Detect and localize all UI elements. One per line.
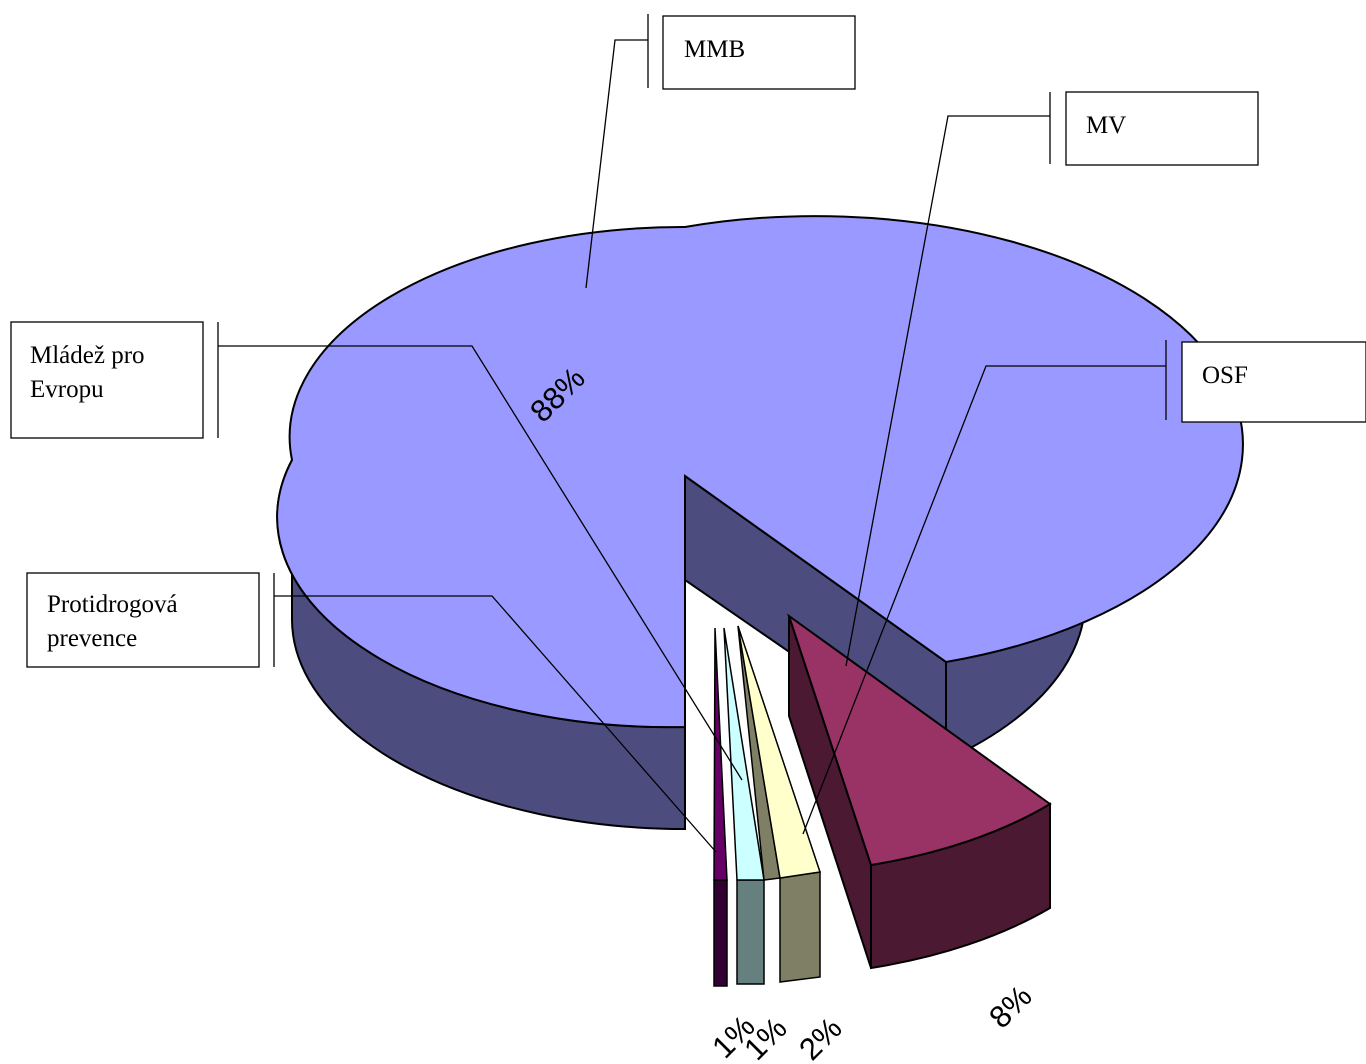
pie-slice-protidrogova <box>713 627 728 987</box>
callout-mladez: Mládež pro Evropu <box>10 321 204 439</box>
leader-line-protidrogova <box>273 573 717 853</box>
pie-slice-mladez <box>723 627 765 985</box>
leader-line-mmb <box>585 14 649 289</box>
category-label-osf: OSF <box>1202 362 1248 389</box>
pie-slice-mv <box>787 613 1052 970</box>
category-label-mv: MV <box>1086 112 1126 139</box>
leader-line-osf <box>802 340 1167 835</box>
callout-mv: MV <box>1065 91 1259 166</box>
pie-slices <box>276 215 1244 987</box>
category-label-mladez: Mládež pro Evropu <box>30 342 151 403</box>
leader-line-mladez <box>217 322 743 781</box>
pie-slice-osf <box>737 625 821 983</box>
category-label-mmb: MMB <box>684 36 745 63</box>
leader-lines <box>217 14 1167 853</box>
callout-protidrogova: Protidrogová prevence <box>26 572 260 668</box>
category-label-protidrogova: Protidrogová prevence <box>47 591 184 652</box>
data-label-osf: 2% <box>792 1011 848 1064</box>
callout-mmb: MMB <box>662 15 856 90</box>
leader-line-mv <box>845 92 1051 667</box>
data-label-mv: 8% <box>982 979 1038 1035</box>
callout-osf: OSF <box>1181 341 1366 423</box>
